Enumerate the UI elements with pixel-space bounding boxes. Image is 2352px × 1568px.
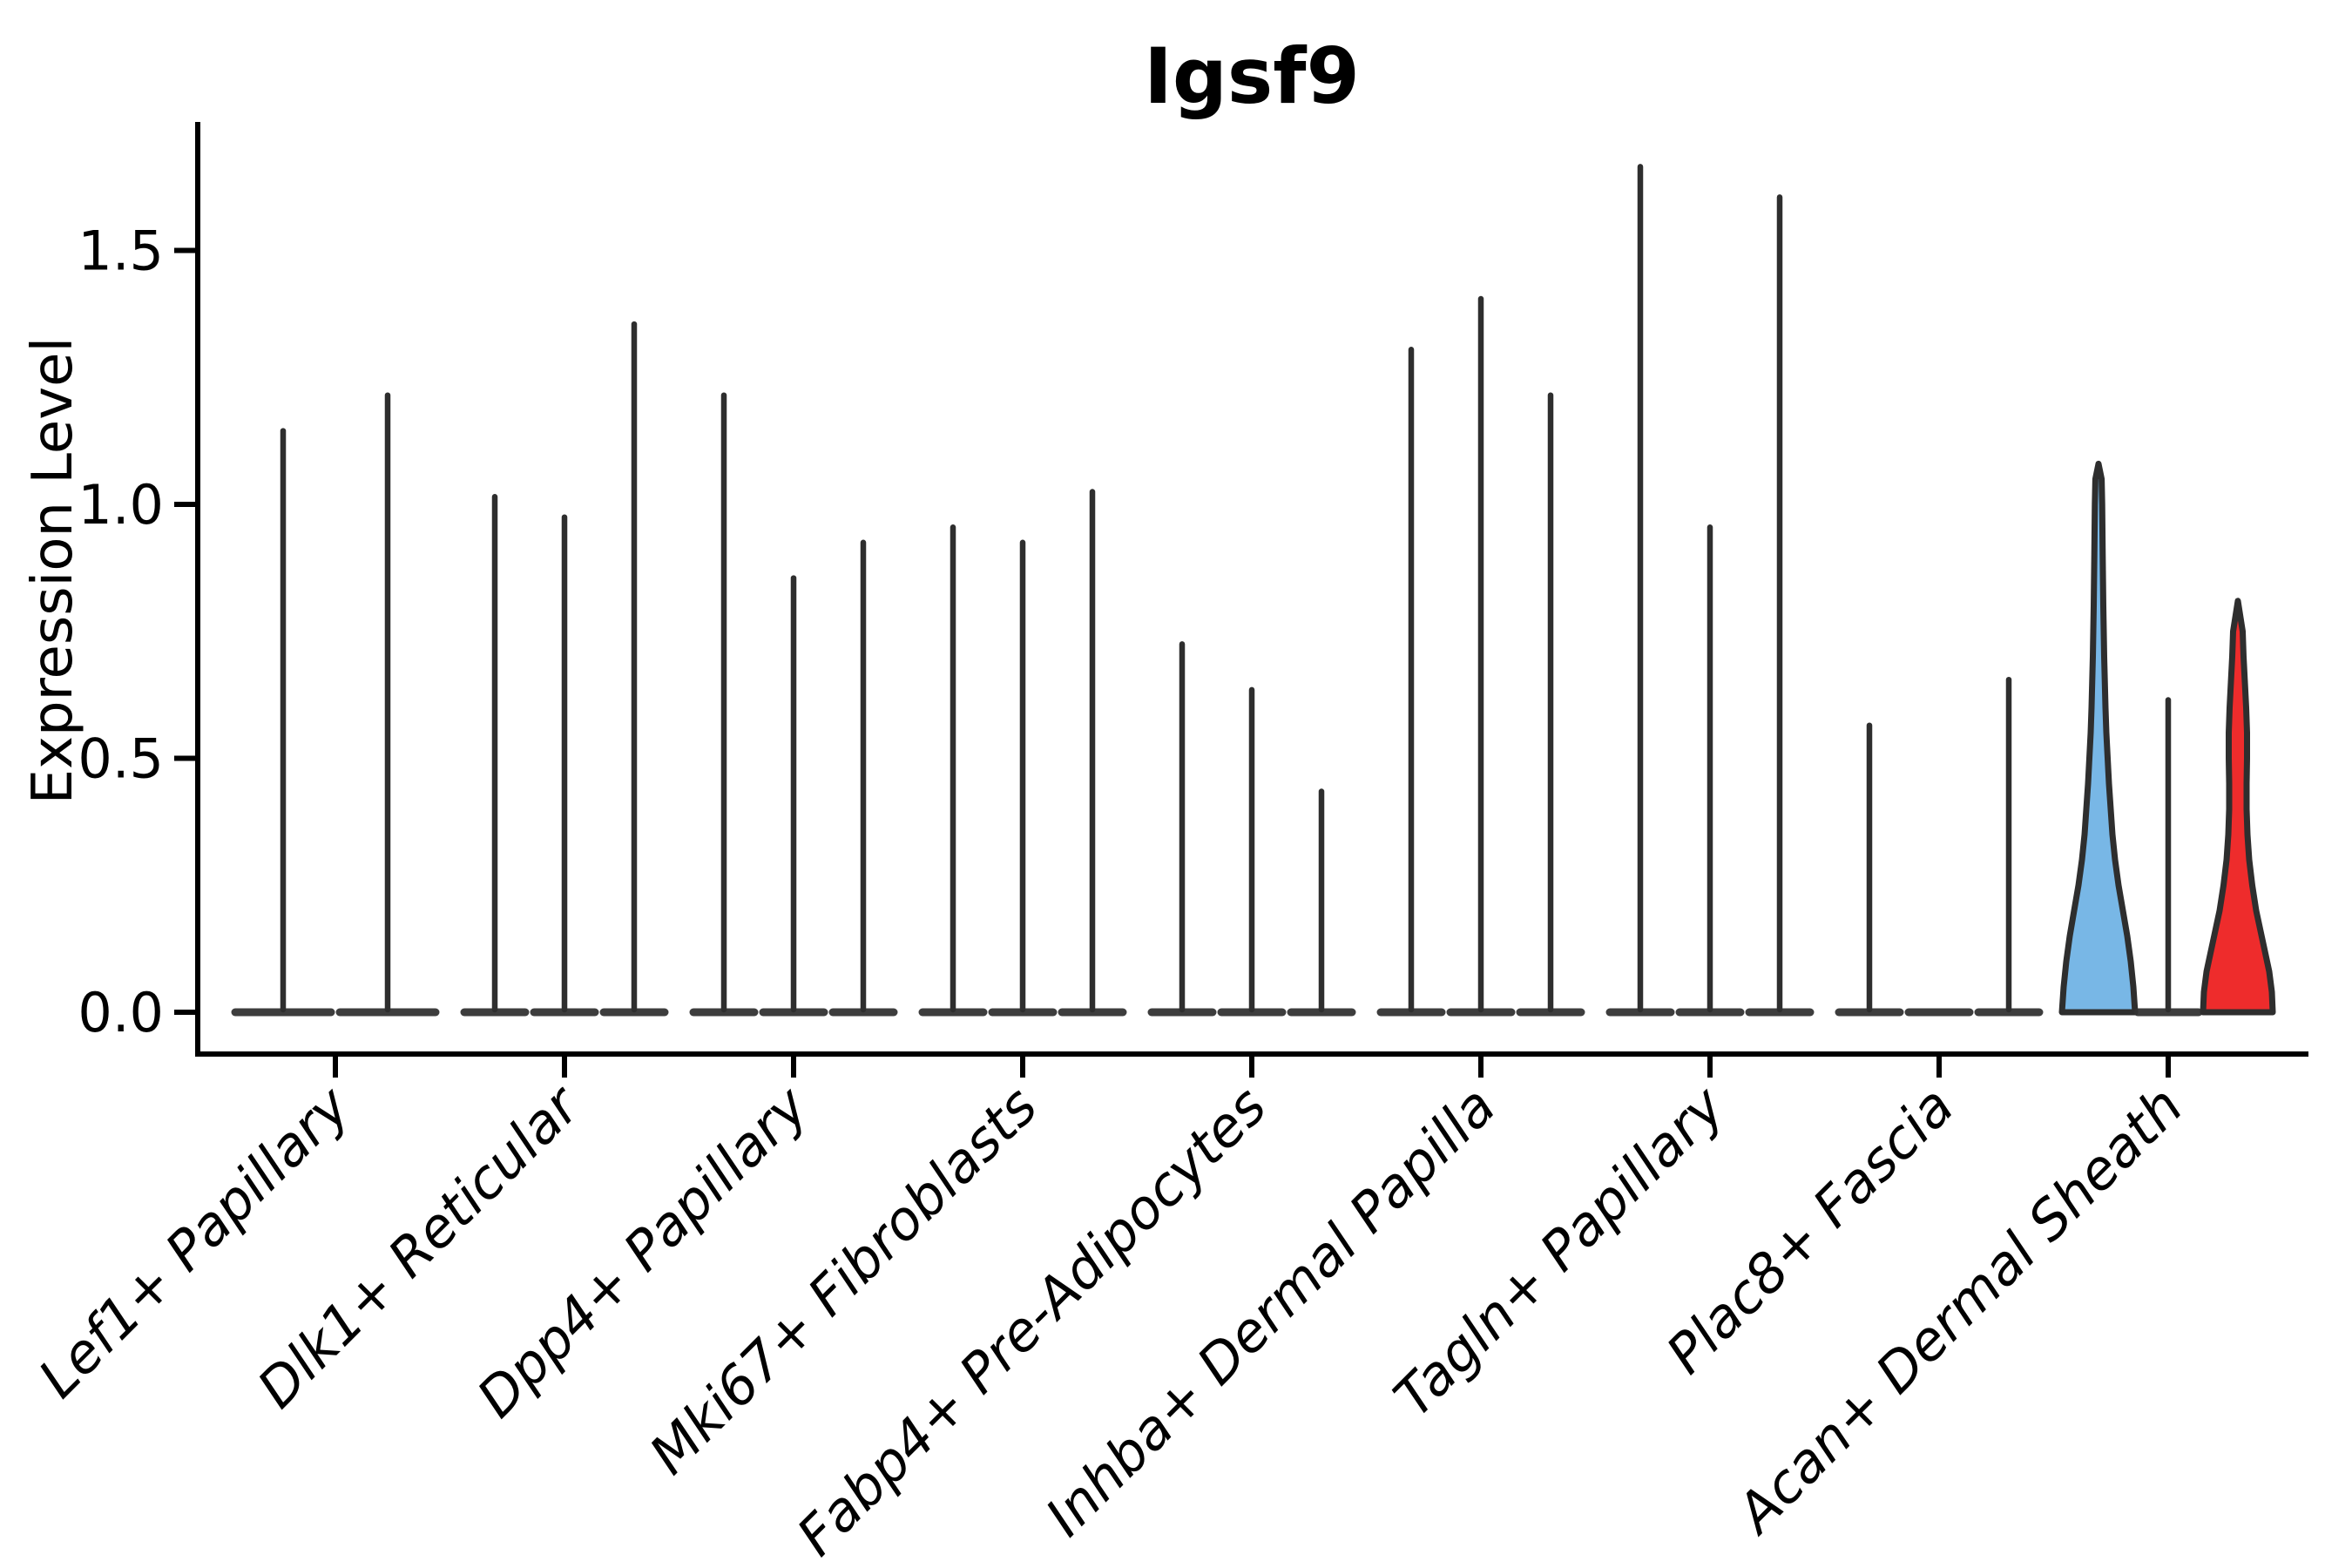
violins-layer [231, 164, 2276, 1017]
x-category-label-mki67-fibroblasts: Mki67+ Fibroblasts [637, 1074, 1049, 1486]
violin-1-of-acan-dermal-sheath [2058, 460, 2139, 1016]
y-axis-ticks: 0.0 0.5 1.0 1.5 [78, 220, 198, 1044]
x-category-label-fabp4-pre-adipocytes: Fabp4+ Pre-Adipocytes [785, 1074, 1279, 1568]
y-tick-label-1.5: 1.5 [78, 220, 164, 283]
x-axis-ticks [333, 1054, 2171, 1078]
y-tick-label-1.0: 1.0 [78, 473, 164, 537]
violin-3-of-acan-dermal-sheath [2200, 598, 2276, 1016]
y-tick-label-0.0: 0.0 [78, 981, 164, 1044]
chart-title: Igsf9 [1144, 31, 1360, 121]
x-category-label-inhba-dermal-papilla: Inhba+ Dermal Papilla [1033, 1074, 1507, 1548]
y-tick-label-0.5: 0.5 [78, 727, 164, 791]
y-axis-label: Expression Level [21, 337, 85, 805]
x-category-label-acan-dermal-sheath: Acan+ Dermal Sheath [1722, 1074, 2195, 1547]
